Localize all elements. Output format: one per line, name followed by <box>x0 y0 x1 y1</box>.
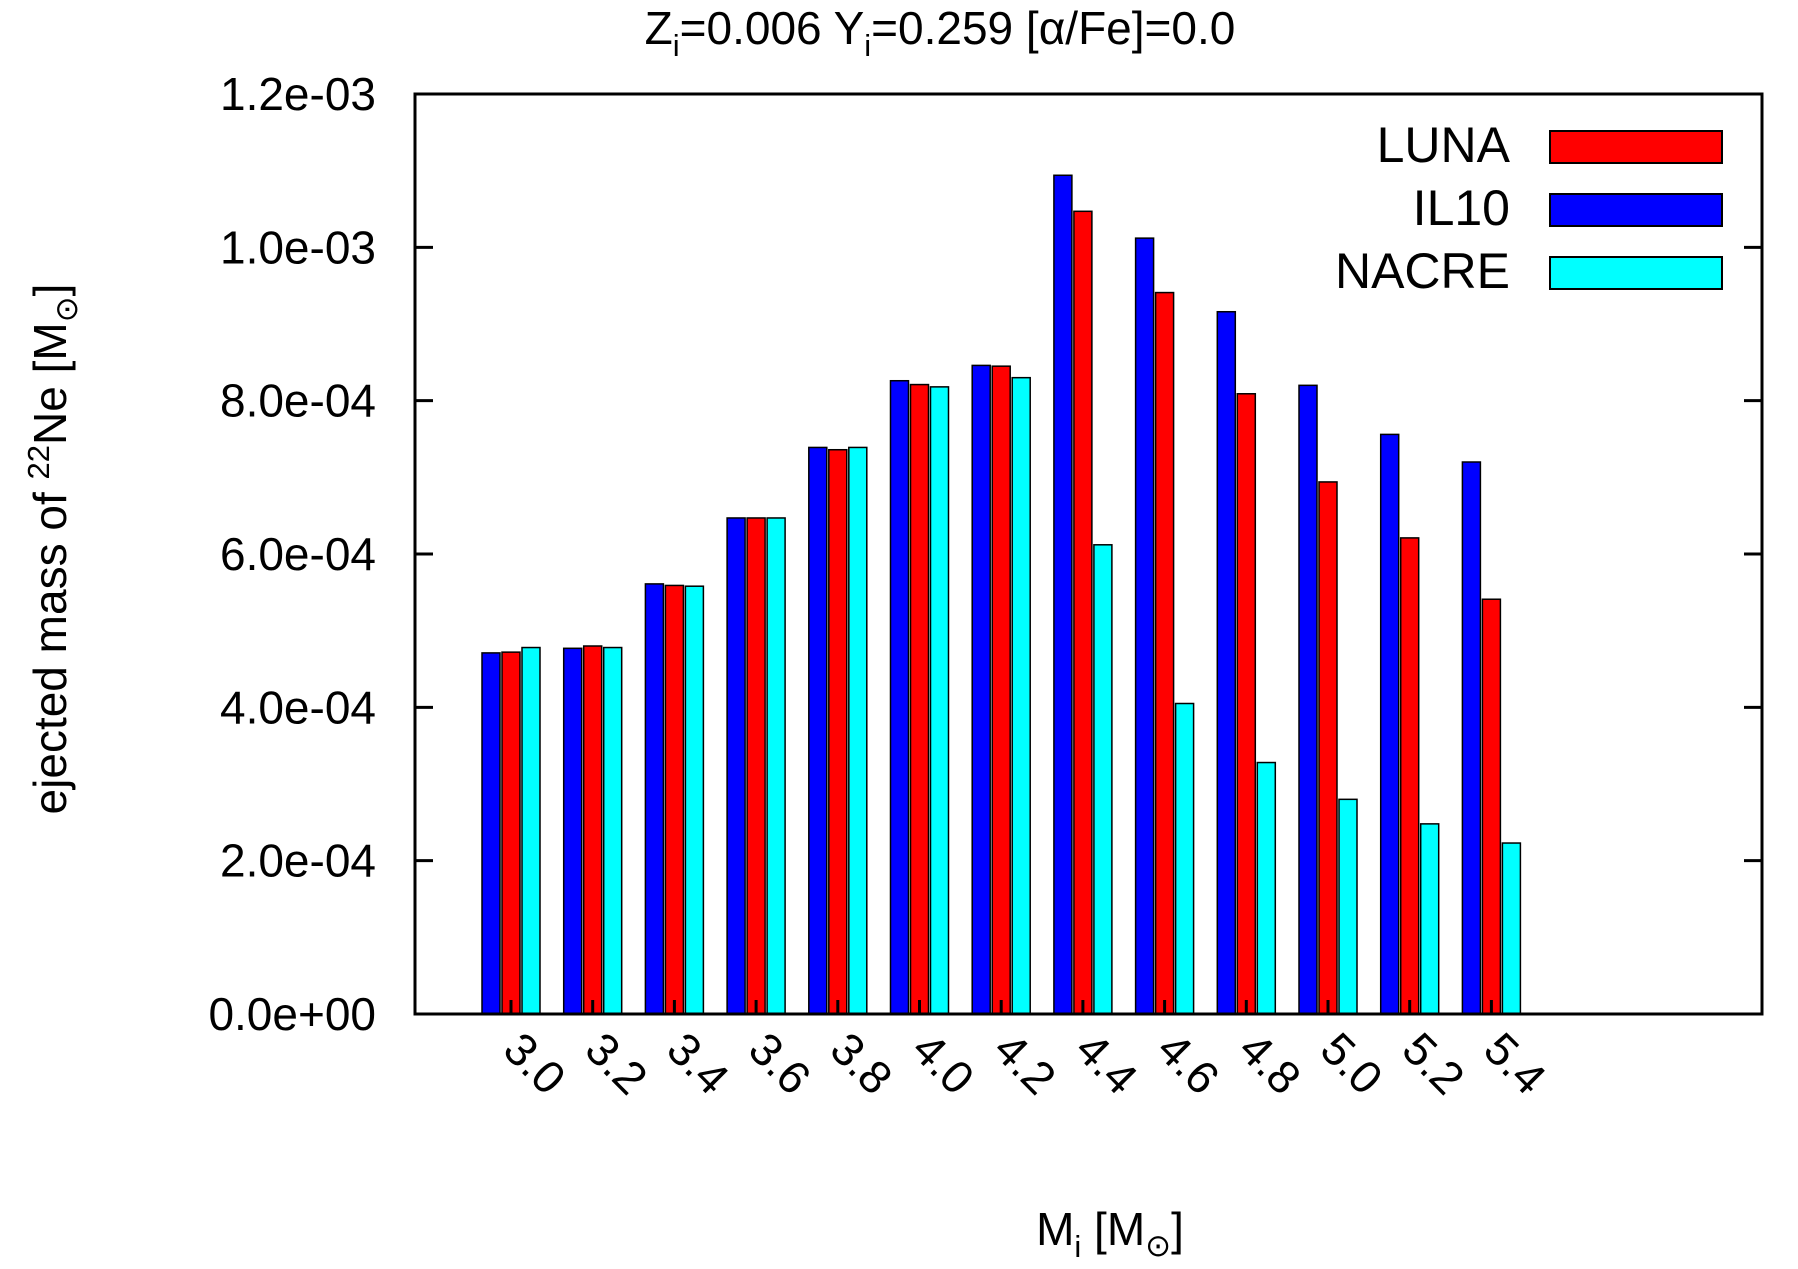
bar-il10-3.4 <box>644 583 665 1015</box>
x-tick-label: 3.2 <box>576 1022 658 1104</box>
bar-nacre-5.2 <box>1419 823 1440 1015</box>
x-axis: 3.0 3.2 3.4 3.6 3.8 4.0 4.2 4.4 4.6 4.8 5.0 5.2 5.4 <box>494 1000 1556 1104</box>
y-axis: 0.0e+00 2.0e-04 4.0e-04 6.0e-04 8.0e-04 1.0e-… <box>208 68 1762 1040</box>
y-axis-label: ejected mass of 22Ne [M⊙] <box>21 284 84 815</box>
bar-il10-5.2 <box>1379 433 1400 1015</box>
legend-label-luna: LUNA <box>1377 117 1511 173</box>
y-tick-label: 6.0e-04 <box>220 528 376 580</box>
legend: LUNA IL10 NACRE <box>1335 117 1723 299</box>
bar-luna-5.0 <box>1318 481 1338 1015</box>
bar-nacre-4.0 <box>929 386 950 1015</box>
bar-nacre-3.4 <box>684 585 705 1015</box>
bar-nacre-3.8 <box>848 446 868 1015</box>
y-tick-label: 8.0e-04 <box>220 375 376 427</box>
bars <box>481 174 1522 1015</box>
bar-luna-3.0 <box>501 651 521 1015</box>
bar-nacre-4.2 <box>1011 376 1031 1015</box>
bar-il10-4.6 <box>1134 237 1155 1015</box>
x-tick-label: 4.8 <box>1229 1022 1311 1104</box>
bar-luna-3.4 <box>664 584 685 1015</box>
x-tick-label: 5.4 <box>1474 1022 1556 1104</box>
bar-luna-4.8 <box>1236 393 1257 1015</box>
x-tick-label: 4.6 <box>1148 1022 1230 1104</box>
bar-il10-4.0 <box>889 379 910 1015</box>
bar-luna-5.4 <box>1481 598 1502 1015</box>
plot-frame <box>413 92 1764 1016</box>
x-tick-label: 4.0 <box>902 1022 984 1104</box>
bar-il10-3.8 <box>808 446 828 1015</box>
bar-nacre-4.4 <box>1093 544 1113 1015</box>
bar-luna-5.2 <box>1399 537 1420 1015</box>
bar-luna-3.8 <box>828 448 848 1015</box>
bar-il10-3.0 <box>481 652 501 1015</box>
bar-nacre-4.6 <box>1174 702 1195 1015</box>
x-tick-label: 3.8 <box>821 1022 903 1104</box>
y-tick-label: 1.0e-03 <box>220 221 376 273</box>
bar-luna-3.2 <box>582 645 603 1015</box>
x-tick-label: 4.4 <box>1066 1022 1148 1104</box>
x-tick-label: 3.4 <box>657 1022 739 1104</box>
bar-nacre-5.0 <box>1338 798 1358 1015</box>
x-tick-label: 5.0 <box>1311 1022 1393 1104</box>
bar-nacre-3.0 <box>521 646 541 1015</box>
bar-nacre-3.6 <box>766 517 786 1015</box>
bar-luna-4.0 <box>909 383 930 1015</box>
y-tick-label: 0.0e+00 <box>208 988 376 1040</box>
bar-nacre-5.4 <box>1501 842 1522 1015</box>
bar-luna-4.2 <box>991 365 1011 1015</box>
y-tick-label: 2.0e-04 <box>220 835 376 887</box>
bar-il10-3.6 <box>726 517 746 1015</box>
legend-swatch-il10 <box>1549 193 1723 227</box>
bar-il10-5.4 <box>1461 461 1482 1015</box>
bar-luna-4.6 <box>1154 291 1175 1015</box>
y-tick-label: 4.0e-04 <box>220 681 376 733</box>
bar-il10-3.2 <box>562 647 583 1015</box>
bar-luna-3.6 <box>746 517 766 1015</box>
bar-il10-4.8 <box>1216 310 1237 1015</box>
x-axis-label: Mi [M⊙] <box>1036 1203 1184 1264</box>
legend-swatch-luna <box>1549 130 1723 164</box>
legend-label-nacre: NACRE <box>1335 243 1510 299</box>
x-tick-label: 5.2 <box>1393 1022 1475 1104</box>
bar-il10-4.2 <box>971 364 991 1015</box>
bar-il10-4.4 <box>1053 174 1073 1015</box>
chart-title: Zi=0.006 Yi=0.259 [α/Fe]=0.0 <box>645 2 1236 63</box>
legend-swatch-nacre <box>1549 256 1723 290</box>
bar-nacre-4.8 <box>1256 761 1277 1015</box>
bar-luna-4.4 <box>1073 210 1093 1015</box>
x-tick-label: 4.2 <box>984 1022 1066 1104</box>
x-tick-label: 3.0 <box>494 1022 576 1104</box>
legend-label-il10: IL10 <box>1413 180 1510 236</box>
bar-il10-5.0 <box>1298 384 1318 1015</box>
x-tick-label: 3.6 <box>739 1022 821 1104</box>
y-tick-label: 1.2e-03 <box>220 68 376 120</box>
bar-nacre-3.2 <box>602 646 623 1015</box>
